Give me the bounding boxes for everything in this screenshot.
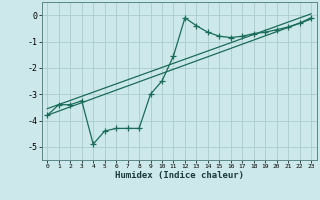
X-axis label: Humidex (Indice chaleur): Humidex (Indice chaleur)	[115, 171, 244, 180]
